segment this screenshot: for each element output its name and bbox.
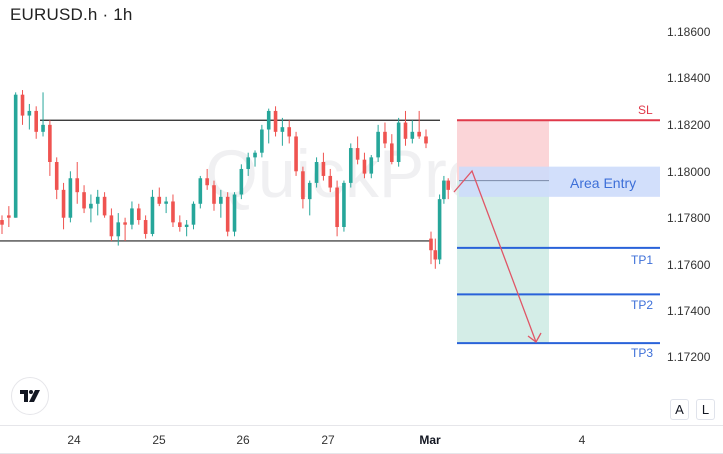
y-tick: 1.17200 [667, 350, 711, 364]
price-axis[interactable]: 1.18600 1.18400 1.18200 1.18000 1.17800 … [660, 0, 723, 425]
tp2-label: TP2 [631, 298, 654, 312]
tradingview-logo-icon [20, 390, 40, 402]
x-tick: Mar [419, 433, 441, 447]
auto-scale-button[interactable]: A [670, 399, 689, 420]
y-tick: 1.18000 [667, 165, 711, 179]
y-tick: 1.17400 [667, 304, 711, 318]
x-tick: 26 [236, 433, 250, 447]
reward-zone [457, 180, 549, 344]
x-tick: 27 [321, 433, 335, 447]
x-tick: 24 [67, 433, 81, 447]
log-scale-button[interactable]: L [696, 399, 715, 420]
chart-title: EURUSD.h · 1h [10, 5, 133, 24]
tradingview-logo[interactable] [11, 377, 49, 415]
arrow-head-icon [527, 332, 542, 343]
tp3-label: TP3 [631, 346, 654, 360]
candles [0, 90, 450, 269]
projection-arrow [453, 169, 537, 343]
area-entry-label: Area Entry [570, 175, 637, 191]
y-tick: 1.17600 [667, 258, 711, 272]
time-axis[interactable]: 24 25 26 27 Mar 4 [0, 425, 723, 454]
y-tick: 1.18200 [667, 118, 711, 132]
y-tick: 1.18400 [667, 71, 711, 85]
price-chart[interactable]: QuickPro [0, 0, 660, 425]
y-tick: 1.17800 [667, 211, 711, 225]
entry-zone [459, 166, 660, 197]
y-tick: 1.18600 [667, 25, 711, 39]
x-tick: 4 [578, 433, 586, 447]
sl-label: SL [638, 103, 653, 117]
x-tick: 25 [152, 433, 166, 447]
tp1-label: TP1 [631, 253, 654, 267]
